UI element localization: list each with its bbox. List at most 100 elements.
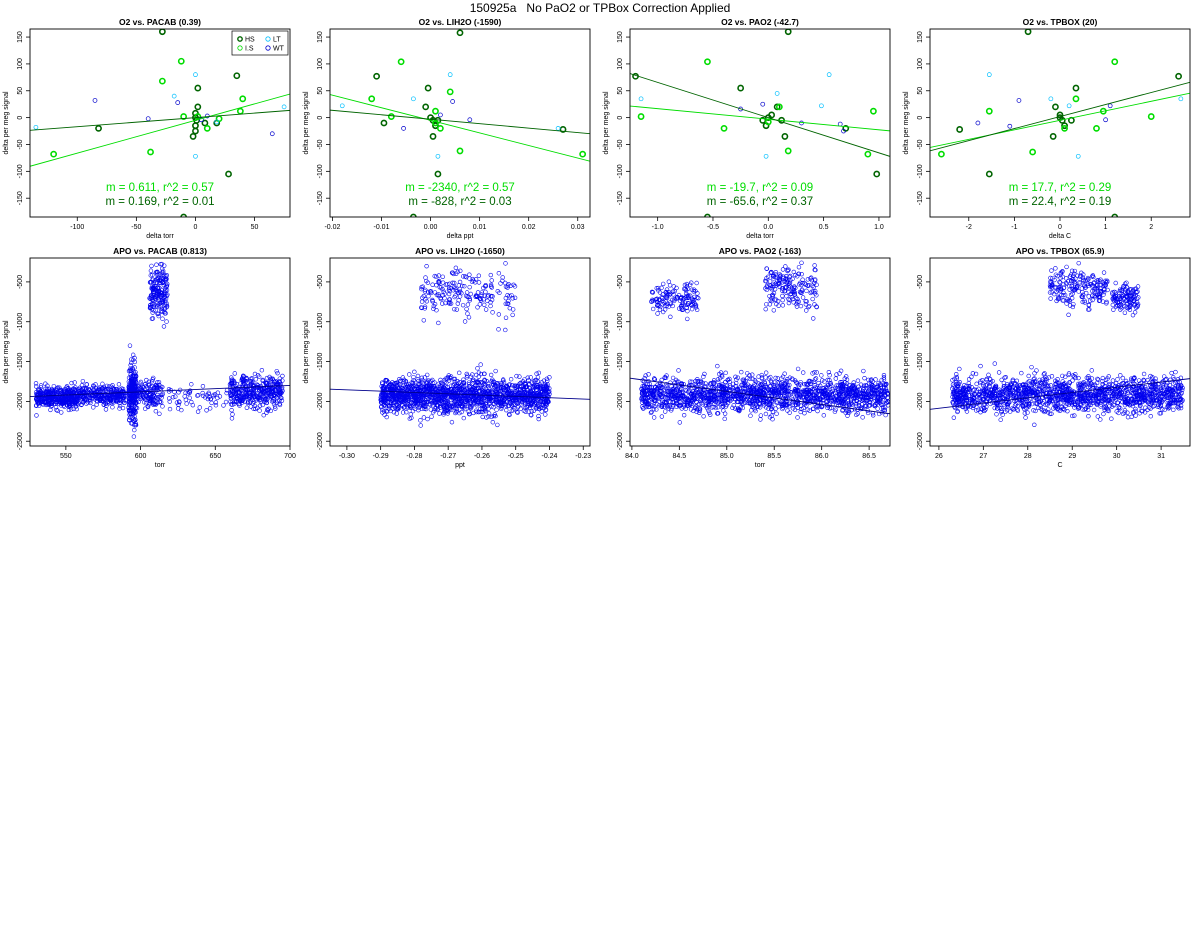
y-tick-label: -150 xyxy=(317,191,324,205)
data-point xyxy=(774,399,779,404)
chart-title: APO vs. PACAB (0.813) xyxy=(113,246,207,256)
data-point xyxy=(152,278,158,283)
data-point xyxy=(773,375,778,381)
data-point xyxy=(427,386,432,392)
data-point xyxy=(134,405,140,411)
data-point xyxy=(437,285,443,290)
data-point xyxy=(154,395,159,400)
data-point xyxy=(167,406,173,412)
y-tick-label: 50 xyxy=(917,87,924,95)
data-point xyxy=(467,298,472,303)
data-point xyxy=(382,412,387,418)
data-point xyxy=(464,290,470,295)
y-tick-label: -2000 xyxy=(617,392,624,410)
chart-title: O2 vs. PACAB (0.39) xyxy=(119,17,201,27)
data-point xyxy=(164,283,170,288)
data-point xyxy=(878,388,884,394)
data-point xyxy=(442,379,448,384)
data-point xyxy=(478,371,484,377)
data-point xyxy=(76,401,81,406)
data-point xyxy=(496,327,501,332)
data-point xyxy=(449,392,454,398)
data-point xyxy=(485,298,490,304)
data-point xyxy=(500,278,505,284)
data-point xyxy=(80,378,86,384)
data-point xyxy=(442,394,447,399)
data-point xyxy=(390,392,396,398)
data-point xyxy=(759,372,764,378)
y-tick-label: -100 xyxy=(617,164,624,178)
data-point xyxy=(120,405,126,411)
data-point xyxy=(118,397,123,402)
data-point xyxy=(455,384,461,389)
data-point xyxy=(236,389,241,395)
data-point xyxy=(527,405,533,410)
data-point xyxy=(436,292,441,297)
data-point xyxy=(705,391,711,397)
data-point-lt xyxy=(171,93,177,99)
data-point xyxy=(479,292,484,297)
fit-annotation: m = -65.6, r^2 = 0.37 xyxy=(707,196,813,208)
data-point xyxy=(159,278,164,284)
data-point xyxy=(428,288,434,294)
legend-marker xyxy=(237,36,243,42)
x-tick-label: 0 xyxy=(194,224,198,231)
data-point xyxy=(804,381,809,387)
data-point xyxy=(400,410,406,415)
chart-title: O2 vs. PAO2 (-42.7) xyxy=(721,17,799,27)
data-point xyxy=(440,301,445,306)
data-point xyxy=(46,392,51,397)
data-point xyxy=(150,316,156,321)
data-point xyxy=(183,397,189,403)
data-point xyxy=(461,415,467,421)
fit-line xyxy=(330,94,590,162)
data-point xyxy=(503,315,509,320)
data-point xyxy=(778,393,783,399)
data-point xyxy=(483,402,489,407)
data-point xyxy=(36,396,42,401)
data-point xyxy=(110,405,115,410)
data-point xyxy=(101,396,107,402)
data-point xyxy=(450,394,455,399)
data-point xyxy=(438,285,444,290)
data-point xyxy=(534,377,539,383)
data-point xyxy=(138,381,143,386)
data-point xyxy=(429,414,434,419)
data-point xyxy=(757,405,763,410)
data-point xyxy=(462,274,468,279)
data-point xyxy=(126,379,132,384)
data-point xyxy=(416,378,421,384)
data-point xyxy=(826,369,832,375)
data-point-wt xyxy=(438,112,443,118)
data-point xyxy=(505,293,510,298)
data-point xyxy=(500,275,505,280)
data-point xyxy=(251,388,256,393)
data-point xyxy=(406,382,411,387)
data-point xyxy=(261,412,266,418)
data-point xyxy=(436,320,441,326)
data-point xyxy=(150,310,155,315)
data-point-is xyxy=(239,95,247,103)
x-tick-label: -0.26 xyxy=(474,453,490,460)
data-point xyxy=(150,285,156,290)
data-point xyxy=(421,415,427,420)
data-point xyxy=(516,387,522,392)
data-point xyxy=(503,261,508,266)
data-point xyxy=(434,274,439,279)
data-point xyxy=(779,399,784,404)
data-point xyxy=(122,400,127,406)
data-point xyxy=(480,380,485,386)
data-point xyxy=(503,388,509,393)
data-point xyxy=(774,411,779,416)
data-point xyxy=(80,391,86,396)
fit-annotation: m = 0.611, r^2 = 0.57 xyxy=(106,182,214,194)
data-point xyxy=(34,413,39,418)
fit-line xyxy=(30,93,290,167)
data-point xyxy=(882,382,887,387)
data-point xyxy=(769,413,774,418)
data-point-hs xyxy=(764,114,772,122)
data-point xyxy=(541,378,547,383)
data-point xyxy=(821,413,827,418)
data-point xyxy=(527,390,532,395)
data-point xyxy=(483,283,488,288)
